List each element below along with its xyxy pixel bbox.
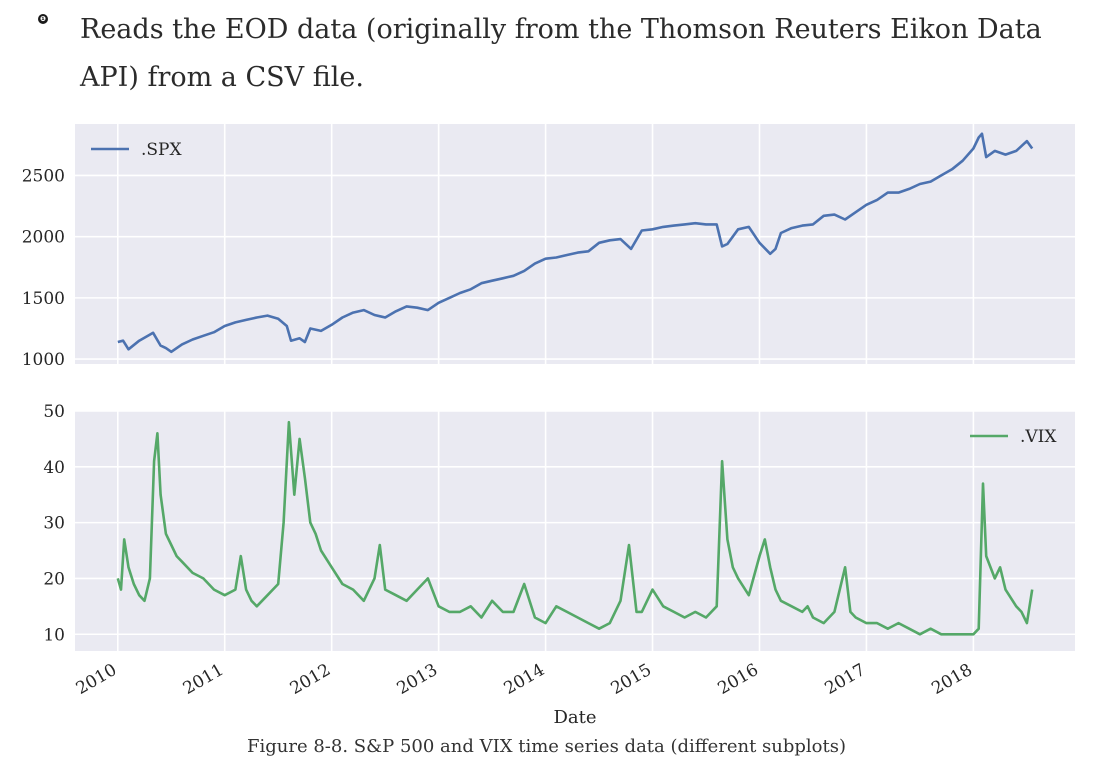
lead-paragraph: Reads the EOD data (originally from the … — [80, 14, 1042, 93]
y-tick-label: 2500 — [22, 166, 65, 186]
callout-bullet: ❶ — [38, 14, 48, 24]
y-tick-label: 40 — [43, 458, 65, 478]
y-tick-label: 1000 — [22, 350, 65, 370]
x-tick-label: 2014 — [501, 660, 548, 699]
x-tick-label: 2015 — [608, 660, 655, 699]
y-tick-label: 1500 — [22, 289, 65, 309]
y-tick-label: 2000 — [22, 228, 65, 248]
legend-label: .VIX — [1020, 427, 1057, 447]
x-tick-label: 2010 — [73, 660, 120, 699]
series-line-spx — [117, 132, 1034, 354]
x-tick-label: 2013 — [394, 660, 441, 699]
x-tick-label: 2011 — [180, 660, 227, 699]
x-tick-label: 2017 — [821, 660, 868, 699]
legend-label: .SPX — [141, 140, 182, 160]
y-tick-label: 30 — [43, 514, 65, 534]
x-axis-label: Date — [553, 707, 596, 728]
x-tick-label: 2018 — [928, 660, 975, 699]
plot-area — [75, 411, 1075, 651]
figure-caption: Figure 8-8. S&P 500 and VIX time series … — [247, 736, 846, 757]
y-tick-label: 10 — [43, 625, 65, 645]
y-tick-label: 50 — [43, 402, 65, 422]
x-tick-label: 2012 — [287, 660, 334, 699]
plot-area — [75, 124, 1075, 364]
spx-subplot: 1000 1500 2000 2500 .SPX — [22, 124, 1075, 370]
sp500-vix-figure: 1000 1500 2000 2500 .SPX 10 20 30 40 50 2010 2011 2… — [22, 124, 1075, 728]
series-line-vix — [116, 420, 1034, 636]
y-tick-label: 20 — [43, 569, 65, 589]
x-tick-label: 2016 — [715, 660, 762, 699]
vix-subplot: 10 20 30 40 50 2010 2011 2012 2013 2014 2015 2016 20… — [43, 402, 1075, 699]
